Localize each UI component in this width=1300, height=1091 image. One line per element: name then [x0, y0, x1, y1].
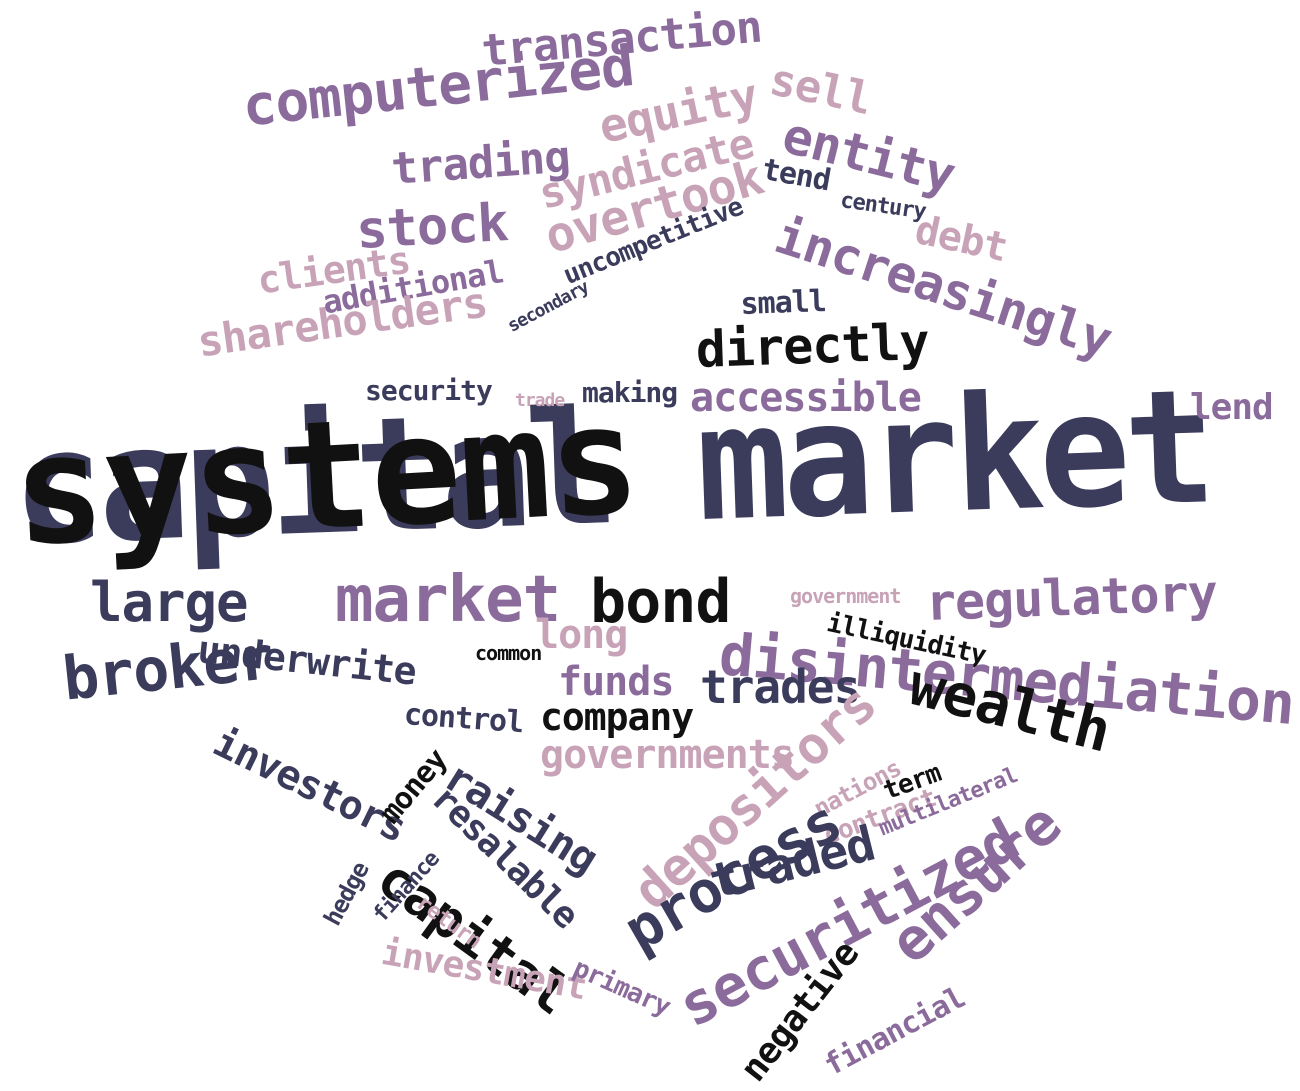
word-primary: primary [568, 953, 675, 1023]
word-trade: trade [515, 390, 565, 411]
word-hedge: hedge [318, 857, 375, 931]
word-making: making [582, 376, 678, 409]
word-financial: financial [818, 980, 971, 1084]
word-security: security [365, 374, 493, 407]
word-lend: lend [1190, 387, 1274, 428]
word-governments: governments [540, 732, 795, 778]
word-investors: investors [206, 719, 414, 852]
word-computerized: computerized [239, 33, 637, 140]
word-tend: tend [759, 152, 833, 199]
word-systems: systems [9, 373, 643, 580]
word-small: small [739, 284, 827, 322]
word-company: company [540, 695, 694, 739]
word-control: control [402, 697, 525, 741]
word-broker: broker [59, 622, 277, 715]
word-government: government [790, 584, 901, 608]
word-bond: bond [590, 567, 731, 637]
word-funds: funds [558, 659, 674, 705]
word-long: long [535, 612, 628, 658]
word-common: common [475, 641, 542, 665]
word-secondary: secondary [504, 276, 593, 337]
word-large: large [90, 571, 249, 634]
word-market: market [335, 563, 561, 637]
word-accessible: accessible [690, 375, 922, 421]
word-directly: directly [694, 312, 930, 379]
word-trades: trades [700, 660, 861, 714]
word-regulatory: regulatory [924, 563, 1218, 632]
